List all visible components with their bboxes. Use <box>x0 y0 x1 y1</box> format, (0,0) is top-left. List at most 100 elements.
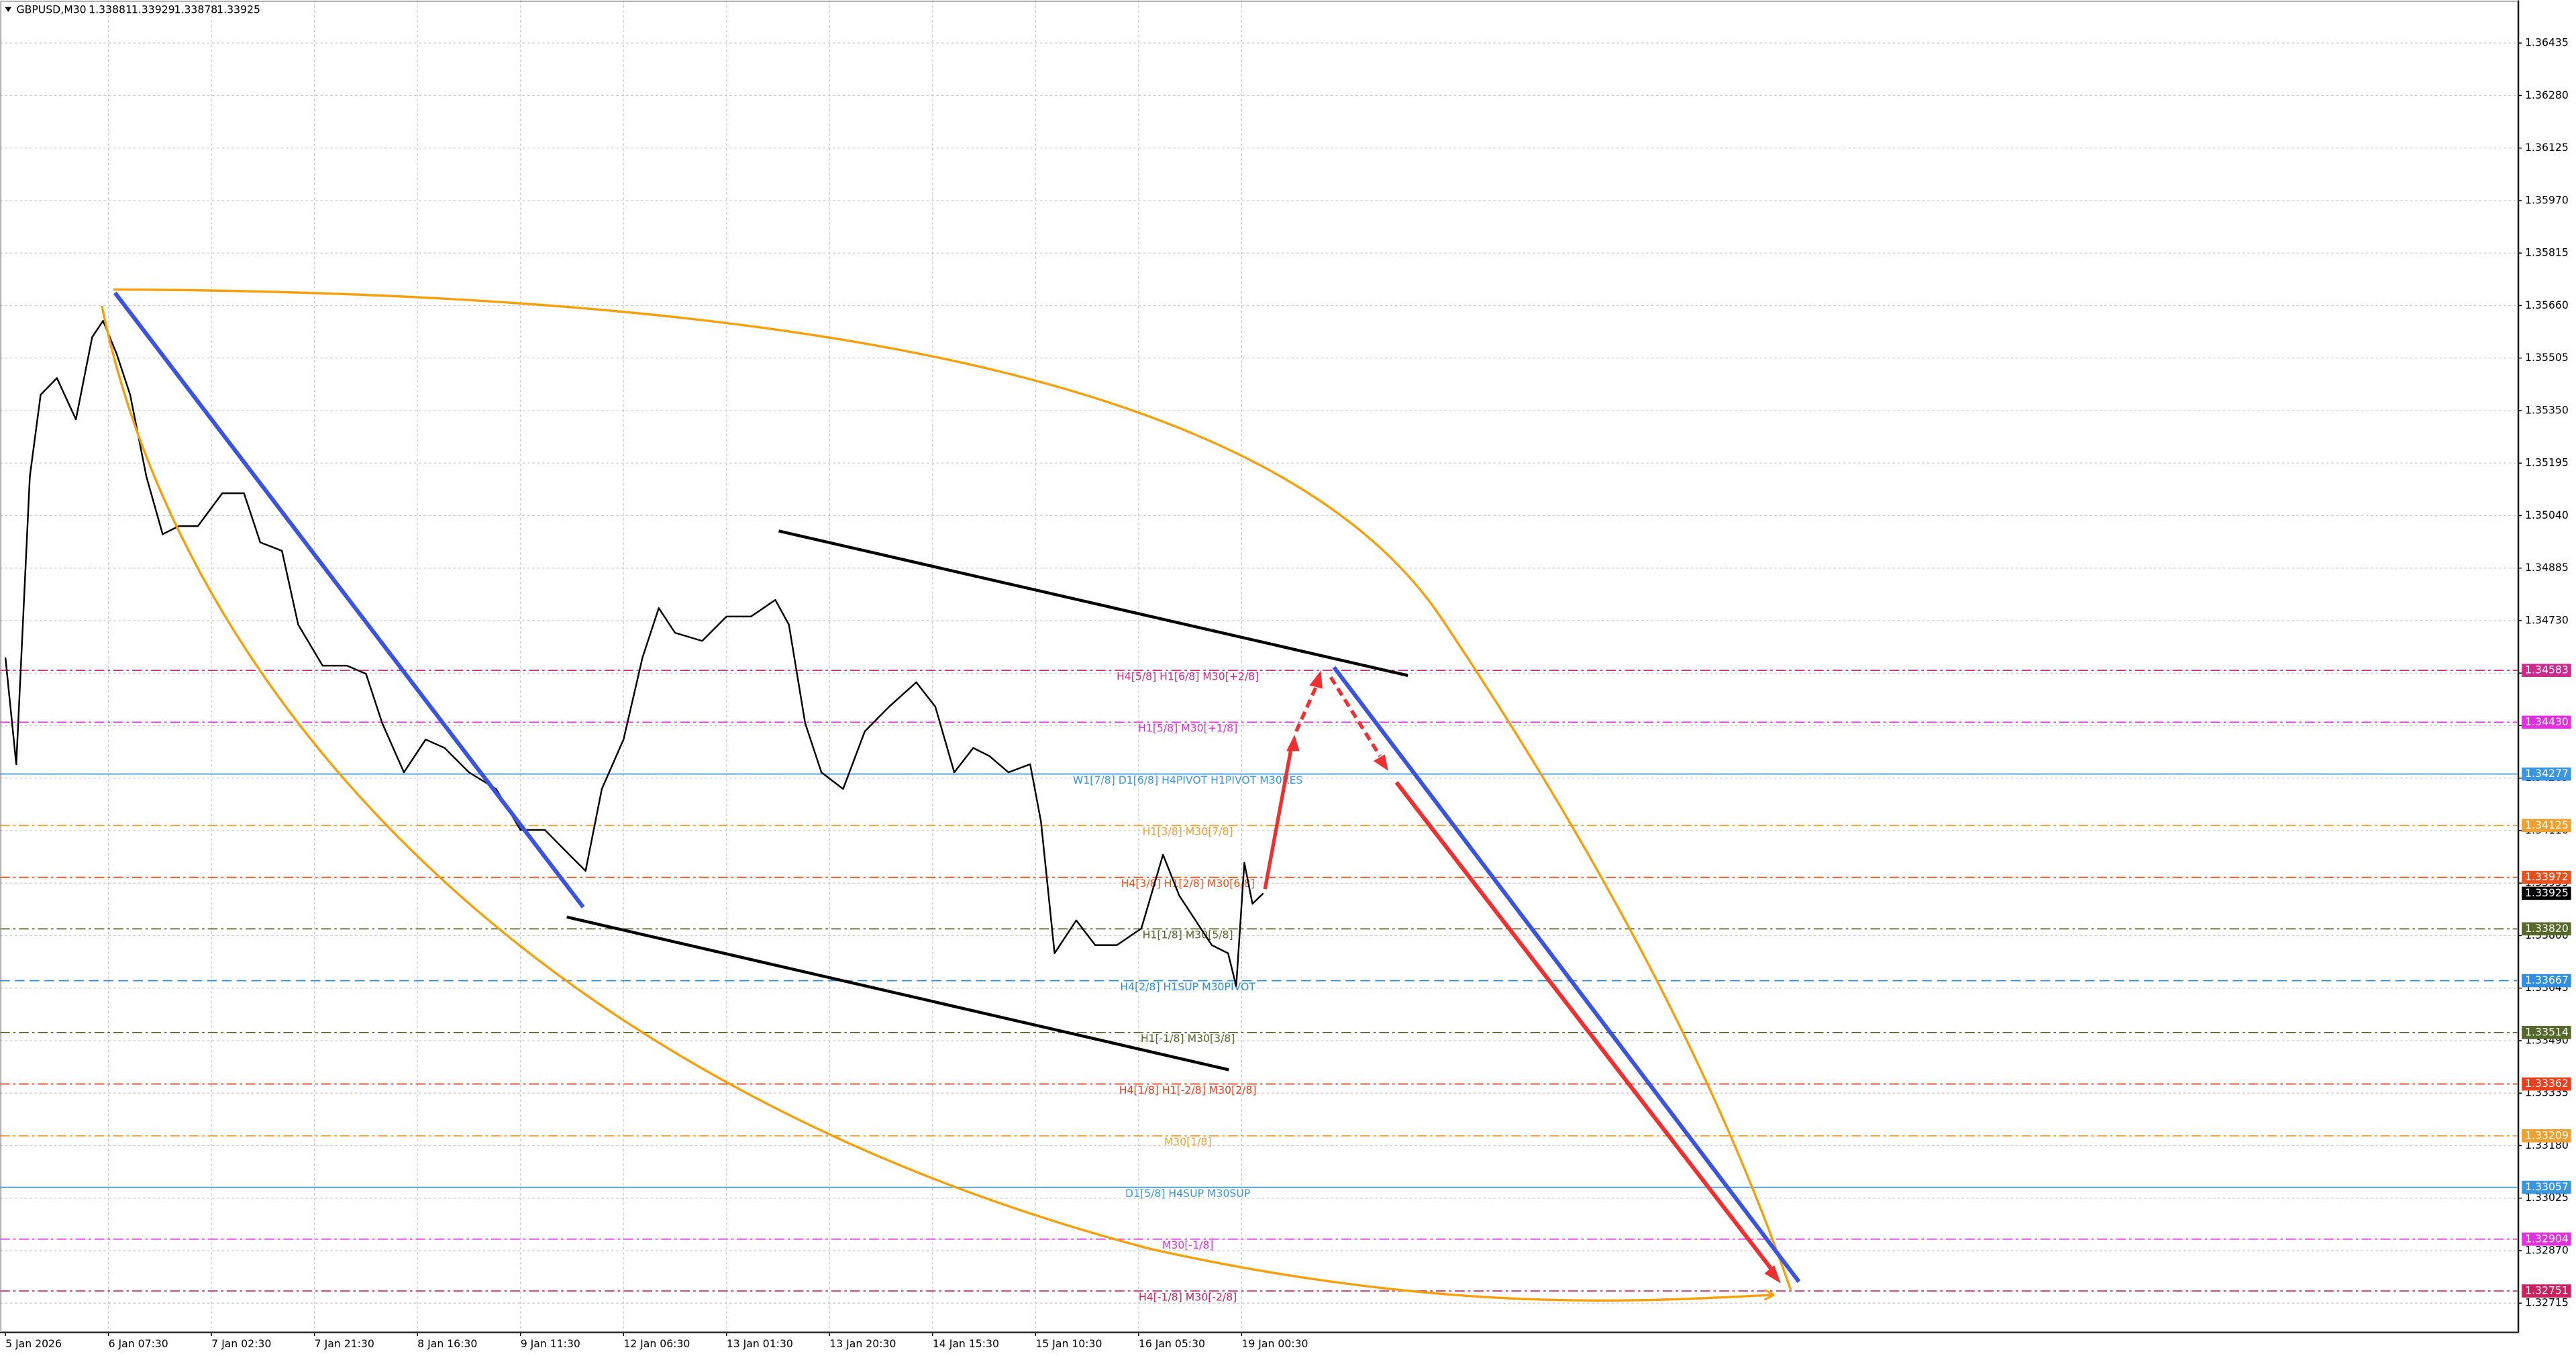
level-price-box <box>2522 767 2571 781</box>
level-price-box <box>2522 715 2571 729</box>
level-label: D1[5/8] H4SUP M30SUP <box>1125 1187 1250 1200</box>
y-tick-label: 1.35195 <box>2525 456 2569 469</box>
price-line <box>4 319 1264 987</box>
level-label: H1[3/8] M30[7/8] <box>1143 825 1233 838</box>
level-price-label: 1.34583 <box>2525 664 2569 676</box>
arc-upper <box>113 288 1792 1291</box>
chart-title: GBPUSD,M30 <box>16 3 86 16</box>
level-label: M30[-1/8] <box>1162 1239 1213 1251</box>
level-label: H4[3/8] H1[2/8] M30[6/8] <box>1121 877 1255 890</box>
ohlc-high: 1.33929 <box>132 3 175 16</box>
y-tick-label: 1.32715 <box>2525 1296 2569 1309</box>
current-price-box <box>2522 886 2571 900</box>
price-layer <box>4 319 1264 987</box>
x-tick-label: 16 Jan 05:30 <box>1139 1337 1205 1350</box>
level-label: H4[5/8] H1[6/8] M30[+2/8] <box>1117 670 1259 682</box>
plot-border <box>0 1 2518 1333</box>
arc-arrowhead <box>1763 1289 1775 1301</box>
level-price-box <box>2522 1180 2571 1194</box>
x-tick-label: 13 Jan 01:30 <box>727 1337 793 1350</box>
y-tick-label: 1.35505 <box>2525 351 2569 364</box>
level-price-label: 1.34277 <box>2525 767 2569 780</box>
x-tick-label: 8 Jan 16:30 <box>417 1337 477 1350</box>
level-price-label: 1.32751 <box>2525 1284 2569 1297</box>
current-price-label: 1.33925 <box>2525 886 2569 899</box>
y-tick-label: 1.35040 <box>2525 509 2569 521</box>
y-tick-label: 1.36125 <box>2525 141 2569 154</box>
ohlc-low: 1.33878 <box>174 3 218 16</box>
x-tick-label: 7 Jan 02:30 <box>211 1337 271 1350</box>
y-tick-label: 1.36280 <box>2525 89 2569 101</box>
arrowhead <box>1309 670 1323 689</box>
x-tick-label: 12 Jan 06:30 <box>623 1337 690 1350</box>
level-price-box <box>2522 1077 2571 1091</box>
channel-line <box>778 529 1408 677</box>
x-tick-label: 15 Jan 10:30 <box>1035 1337 1102 1350</box>
level-label: H4[-1/8] M30[-2/8] <box>1139 1290 1237 1303</box>
level-price-label: 1.34430 <box>2525 715 2569 728</box>
x-tick-label: 19 Jan 00:30 <box>1241 1337 1308 1350</box>
level-label: H4[2/8] H1SUP M30PIVOT <box>1120 980 1255 993</box>
x-tick-label: 6 Jan 07:30 <box>109 1337 168 1350</box>
level-label: H4[1/8] H1[-2/8] M30[2/8] <box>1119 1084 1257 1096</box>
level-price-label: 1.33820 <box>2525 922 2569 935</box>
level-label: M30[1/8] <box>1164 1135 1212 1148</box>
x-tick-label: 5 Jan 2026 <box>5 1337 62 1350</box>
drawings <box>101 288 1801 1302</box>
level-price-label: 1.33514 <box>2525 1025 2569 1038</box>
y-tick-label: 1.35660 <box>2525 299 2569 311</box>
level-price-label: 1.33972 <box>2525 870 2569 883</box>
y-tick-label: 1.33025 <box>2525 1191 2569 1204</box>
y-tick-label: 1.36435 <box>2525 36 2569 49</box>
projection-arrow <box>1394 781 1773 1270</box>
level-price-box <box>2522 1129 2571 1143</box>
y-tick-label: 1.35815 <box>2525 246 2569 259</box>
projection-arrow <box>1329 676 1382 758</box>
level-price-label: 1.34125 <box>2525 819 2569 831</box>
ohlc-close: 1.33925 <box>217 3 260 16</box>
level-price-box <box>2522 974 2571 988</box>
level-price-box <box>2522 1284 2571 1298</box>
projection-arrow <box>1263 747 1294 890</box>
arrowhead <box>1764 1265 1782 1284</box>
levels-layer: H4[5/8] H1[6/8] M30[+2/8] H1[5/8] M30[+1/… <box>0 670 2519 1303</box>
level-price-label: 1.33057 <box>2525 1180 2569 1193</box>
level-price-box <box>2522 870 2571 884</box>
trendline-blue <box>113 291 585 908</box>
level-price-box <box>2522 664 2571 677</box>
symbol-menu-icon <box>5 7 12 12</box>
level-price-label: 1.32904 <box>2525 1232 2569 1245</box>
y-tick-label: 1.35350 <box>2525 403 2569 416</box>
x-tick-label: 9 Jan 11:30 <box>521 1337 580 1350</box>
arc-lower <box>101 305 1775 1302</box>
grid-layer <box>0 0 2519 1333</box>
channel-line <box>566 915 1229 1072</box>
level-price-box <box>2522 819 2571 833</box>
trendline-blue <box>1332 666 1801 1284</box>
x-tick-label: 14 Jan 15:30 <box>933 1337 999 1350</box>
level-label: W1[7/8] D1[6/8] H4PIVOT H1PIVOT M30RES <box>1073 774 1303 786</box>
level-label: H1[-1/8] M30[3/8] <box>1141 1032 1235 1045</box>
level-price-box <box>2522 1233 2571 1246</box>
level-price-label: 1.33209 <box>2525 1129 2569 1141</box>
projection-arrow <box>1294 686 1318 733</box>
ohlc-open: 1.33881 <box>89 3 132 16</box>
level-price-label: 1.33362 <box>2525 1077 2569 1090</box>
arrowhead <box>1286 734 1300 751</box>
level-label: H1[5/8] M30[+1/8] <box>1138 722 1237 735</box>
axes-layer: 1.36435 1.36280 1.36125 1.35970 1.35815 1.356… <box>5 36 2571 1350</box>
arrowhead <box>1373 754 1388 771</box>
y-tick-label: 1.32870 <box>2525 1243 2569 1256</box>
y-tick-label: 1.34730 <box>2525 613 2569 626</box>
level-price-box <box>2522 1026 2571 1039</box>
level-price-box <box>2522 922 2571 936</box>
level-price-label: 1.33667 <box>2525 974 2569 986</box>
y-tick-label: 1.34885 <box>2525 561 2569 574</box>
x-tick-label: 13 Jan 20:30 <box>829 1337 896 1350</box>
x-tick-label: 7 Jan 21:30 <box>315 1337 374 1350</box>
level-label: H1[1/8] M30[5/8] <box>1143 929 1233 941</box>
y-tick-label: 1.35970 <box>2525 193 2569 206</box>
